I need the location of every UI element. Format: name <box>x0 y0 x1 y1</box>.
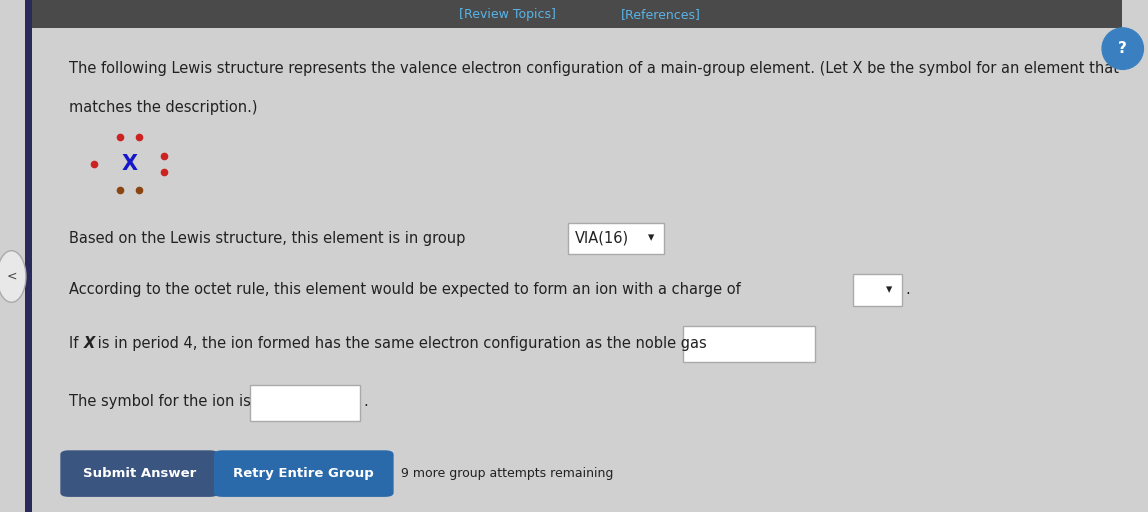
Text: ▾: ▾ <box>649 231 654 245</box>
FancyBboxPatch shape <box>25 0 32 512</box>
Text: [Review Topics]: [Review Topics] <box>459 8 556 20</box>
Text: 9 more group attempts remaining: 9 more group attempts remaining <box>402 467 614 480</box>
Text: Retry Entire Group: Retry Entire Group <box>233 467 374 480</box>
Circle shape <box>0 251 26 302</box>
Text: [References]: [References] <box>621 8 701 20</box>
Text: If: If <box>69 335 83 351</box>
Text: matches the description.): matches the description.) <box>69 100 257 115</box>
Text: VIA(16): VIA(16) <box>574 230 629 246</box>
Text: .: . <box>906 282 910 297</box>
Text: .: . <box>363 394 367 410</box>
FancyBboxPatch shape <box>25 0 1122 28</box>
Text: X: X <box>122 154 138 174</box>
FancyBboxPatch shape <box>683 326 815 362</box>
Text: <: < <box>6 270 17 283</box>
Text: Based on the Lewis structure, this element is in group: Based on the Lewis structure, this eleme… <box>69 230 465 246</box>
Circle shape <box>1102 28 1143 69</box>
FancyBboxPatch shape <box>568 223 665 254</box>
FancyBboxPatch shape <box>250 385 359 421</box>
FancyBboxPatch shape <box>61 451 218 497</box>
Text: The symbol for the ion is: The symbol for the ion is <box>69 394 251 410</box>
Text: X: X <box>84 335 94 351</box>
Text: The following Lewis structure represents the valence electron configuration of a: The following Lewis structure represents… <box>69 61 1119 76</box>
Text: ?: ? <box>1118 41 1127 56</box>
Text: Submit Answer: Submit Answer <box>83 467 196 480</box>
FancyBboxPatch shape <box>214 451 394 497</box>
Text: ▾: ▾ <box>886 283 892 296</box>
Text: According to the octet rule, this element would be expected to form an ion with : According to the octet rule, this elemen… <box>69 282 740 297</box>
Text: is in period 4, the ion formed has the same electron configuration as the noble : is in period 4, the ion formed has the s… <box>93 335 707 351</box>
FancyBboxPatch shape <box>853 274 902 306</box>
